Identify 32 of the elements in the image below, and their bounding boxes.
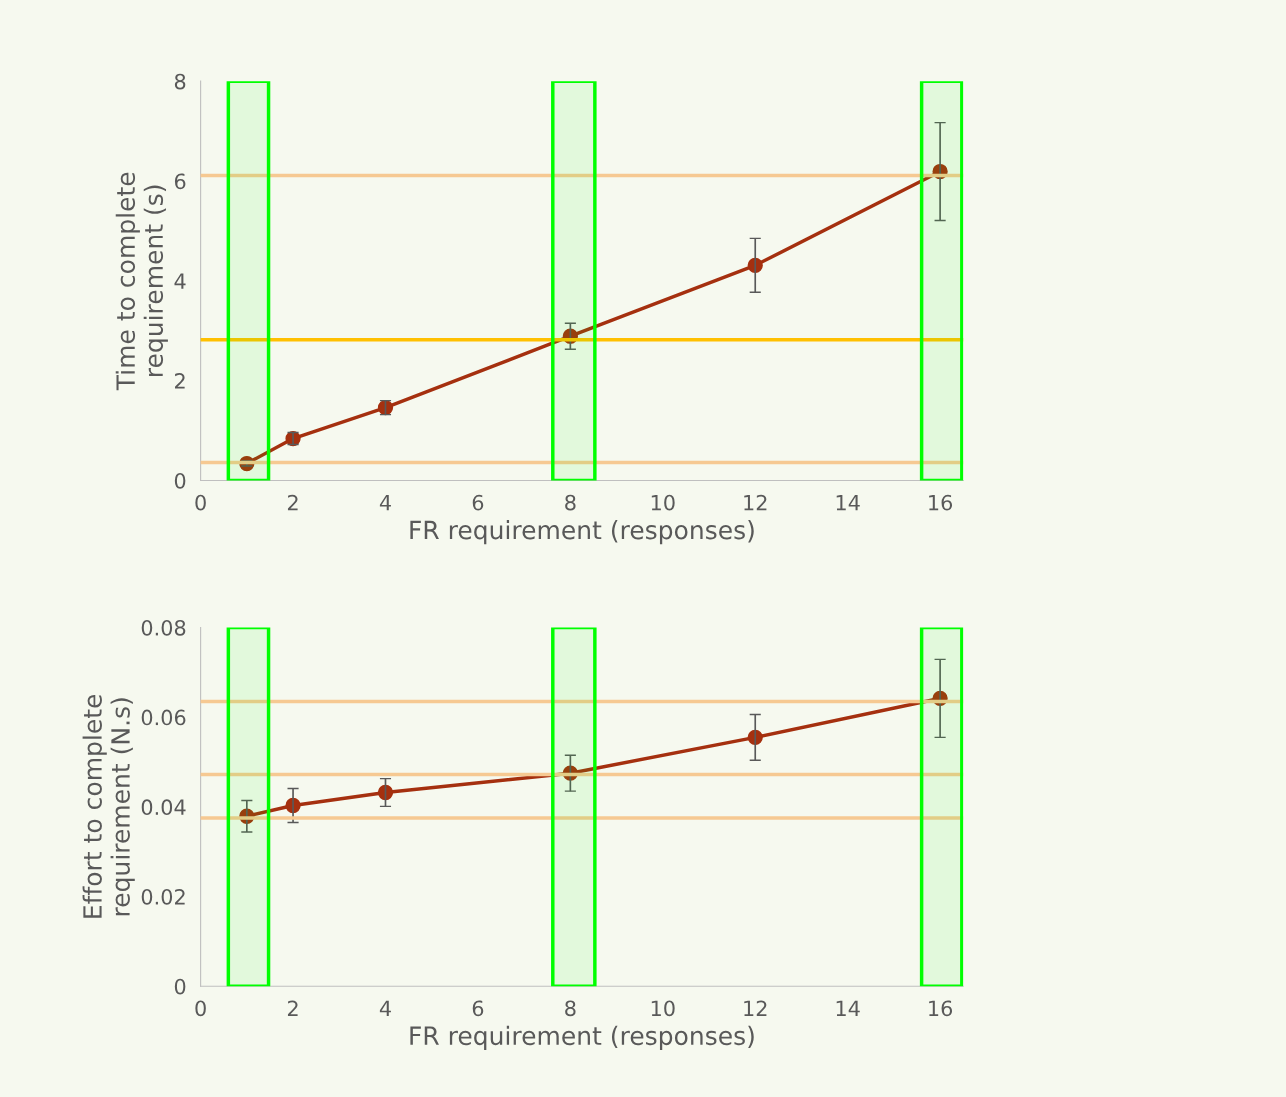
x-tick-label: 8 (565, 494, 576, 511)
y-tick-label: 0.02 (141, 888, 185, 905)
x-tick-label: 2 (287, 494, 298, 511)
x-tick-label: 12 (744, 1000, 767, 1016)
y-axis-title: Time to complete requirement (s) (115, 172, 168, 391)
x-tick-label: 0 (195, 494, 206, 511)
x-tick-label: 6 (472, 1000, 484, 1017)
y-tick-label: 0 (174, 978, 186, 995)
y-tick-label: 0 (174, 472, 186, 489)
x-tick-label: 14 (836, 1000, 860, 1016)
y-tick-label: 0.06 (141, 709, 186, 726)
x-tick-label: 14 (836, 495, 860, 511)
x-axis-title: FR requirement (responses) (410, 520, 754, 545)
y-tick-label: 0.04 (141, 799, 186, 816)
x-tick-label: 4 (379, 495, 391, 511)
x-tick-label: 16 (929, 494, 953, 511)
x-tick-label: 12 (744, 494, 767, 511)
x-tick-label: 10 (651, 1000, 675, 1017)
y-tick-label: 4 (174, 273, 186, 289)
x-tick-label: 10 (651, 494, 675, 511)
y-tick-label: 2 (175, 373, 185, 389)
x-tick-label: 2 (287, 1000, 298, 1016)
x-tick-label: 0 (195, 1000, 206, 1017)
x-tick-label: 16 (929, 1000, 953, 1017)
x-tick-label: 4 (379, 1000, 391, 1016)
y-tick-label: 8 (174, 73, 186, 90)
y-axis-title: Effort to complete requirement (N.s) (82, 694, 135, 918)
y-tick-label: 6 (174, 173, 186, 190)
x-tick-label: 8 (565, 1000, 576, 1017)
y-tick-label: 0.08 (141, 619, 186, 636)
x-axis-title: FR requirement (responses) (410, 1025, 754, 1051)
x-tick-label: 6 (472, 494, 484, 511)
